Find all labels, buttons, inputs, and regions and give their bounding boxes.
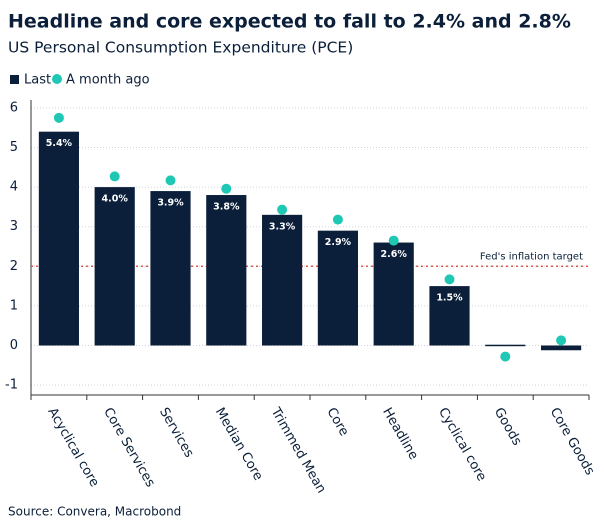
x-tick-label: Core: [323, 405, 351, 439]
y-tick-label: -1: [5, 378, 18, 393]
y-tick-label: 6: [10, 100, 18, 115]
x-tick-label: Cyclical core: [435, 405, 489, 484]
x-tick-label: Trimmed Mean: [267, 404, 329, 496]
bar: [373, 242, 414, 346]
dot: [109, 171, 120, 182]
chart-subtitle: US Personal Consumption Expenditure (PCE…: [8, 39, 353, 57]
legend-label: A month ago: [66, 73, 150, 88]
value-label: 3.9%: [157, 198, 184, 209]
reference-label: Fed's inflation target: [480, 251, 583, 262]
y-tick-label: 4: [10, 180, 18, 195]
bar: [94, 187, 135, 346]
x-tick-label: Services: [156, 405, 197, 460]
y-tick-label: 1: [10, 298, 18, 313]
bar: [541, 345, 582, 351]
value-label: 3.8%: [213, 202, 240, 213]
bar: [485, 344, 526, 347]
bar: [150, 191, 191, 346]
y-tick-label: 5: [10, 140, 18, 155]
source: Source: Convera, Macrobond: [8, 505, 181, 519]
dot: [53, 112, 64, 123]
x-tick-label: Core Goods: [547, 405, 598, 478]
dot: [332, 214, 343, 225]
value-label: 3.3%: [269, 221, 296, 232]
dot: [444, 274, 455, 285]
y-tick-label: 3: [10, 219, 18, 234]
dot: [277, 204, 288, 215]
x-tick-label: Core Services: [100, 405, 158, 490]
dot: [165, 175, 176, 186]
x-tick-label: Median Core: [212, 405, 266, 483]
x-tick-label: Goods: [491, 405, 525, 448]
bar: [262, 214, 303, 346]
chart-title: Headline and core expected to fall to 2.…: [8, 11, 571, 33]
y-tick-label: 2: [10, 259, 18, 274]
legend-label: Last: [24, 73, 51, 88]
legend-swatch: [10, 75, 19, 84]
legend-swatch: [52, 74, 62, 84]
x-tick-label: Headline: [379, 405, 421, 462]
bar: [38, 131, 79, 346]
value-label: 4.0%: [102, 194, 129, 205]
value-label: 2.6%: [381, 249, 408, 260]
bar: [429, 286, 470, 346]
value-label: 2.9%: [325, 237, 352, 248]
x-tick-label: Acyclical core: [44, 405, 101, 489]
dot: [221, 183, 232, 194]
value-label: 5.4%: [46, 138, 73, 149]
dot: [556, 335, 567, 346]
dot: [388, 235, 399, 246]
y-tick-label: 0: [10, 338, 18, 353]
value-label: 1.5%: [436, 293, 463, 304]
dot: [500, 351, 511, 362]
bar: [317, 230, 358, 346]
bar: [206, 195, 247, 346]
